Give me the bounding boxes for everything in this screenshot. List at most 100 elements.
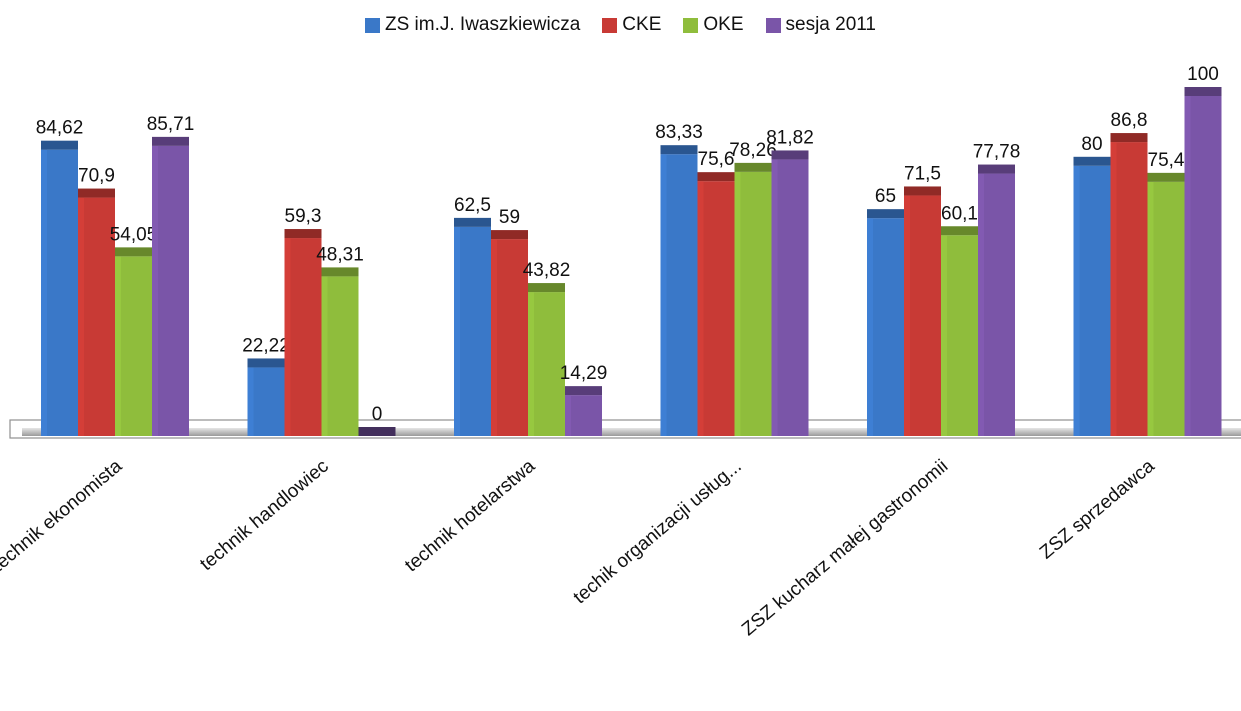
bar bbox=[978, 164, 1015, 437]
category-label: techik organizacji usług... bbox=[570, 456, 746, 609]
bar bbox=[771, 150, 809, 437]
bar-highlight bbox=[247, 367, 254, 436]
category-label: technik hotelarstwa bbox=[401, 455, 539, 576]
bar-cap bbox=[1184, 87, 1222, 96]
bar-cap bbox=[734, 162, 772, 172]
legend: ZS im.J. Iwaszkiewicza CKE OKE sesja 2011 bbox=[0, 10, 1241, 40]
data-label: 60,1 bbox=[941, 203, 978, 224]
bar-body bbox=[1110, 142, 1148, 436]
bar bbox=[941, 226, 978, 436]
category-label: ZSZ sprzedawca bbox=[1036, 455, 1159, 563]
bar-body bbox=[697, 181, 735, 436]
data-label: 48,31 bbox=[316, 244, 364, 265]
data-label: 59 bbox=[499, 207, 520, 228]
legend-item: OKE bbox=[683, 14, 744, 36]
data-label: 75,6 bbox=[698, 149, 735, 170]
bar bbox=[358, 427, 396, 436]
bar-highlight bbox=[491, 239, 497, 436]
bar bbox=[1110, 133, 1148, 436]
bar-body bbox=[734, 171, 772, 436]
bar-cap bbox=[491, 230, 528, 240]
bar-cap bbox=[321, 267, 359, 277]
bar bbox=[321, 267, 359, 436]
bar bbox=[78, 188, 115, 436]
bar-cap bbox=[284, 229, 322, 239]
legend-swatch bbox=[602, 17, 618, 33]
bar-cap bbox=[904, 186, 941, 196]
data-label: 22,22 bbox=[242, 335, 290, 356]
data-label: 65 bbox=[875, 186, 896, 207]
data-label: 71,5 bbox=[904, 163, 941, 184]
bar-body bbox=[978, 173, 1015, 437]
bar-body bbox=[321, 276, 359, 436]
data-label: 62,5 bbox=[454, 195, 491, 216]
bar-highlight bbox=[528, 292, 534, 436]
bar bbox=[734, 162, 772, 436]
bar-body bbox=[284, 238, 322, 436]
bar-highlight bbox=[454, 226, 460, 436]
bar-highlight bbox=[115, 256, 121, 436]
bar-cap bbox=[115, 247, 152, 257]
bar-cap bbox=[697, 172, 735, 182]
bar-cap bbox=[771, 150, 809, 160]
data-label: 14,29 bbox=[560, 363, 608, 384]
bar-highlight bbox=[152, 145, 158, 436]
bar bbox=[1184, 87, 1222, 436]
bar-cap bbox=[41, 140, 78, 150]
data-label: 59,3 bbox=[285, 206, 322, 227]
data-label: 85,71 bbox=[147, 114, 195, 135]
bar bbox=[115, 247, 152, 436]
data-label: 81,82 bbox=[766, 127, 814, 148]
data-label: 86,8 bbox=[1111, 110, 1148, 131]
bar-cap bbox=[152, 136, 189, 146]
bar-body bbox=[1147, 181, 1185, 436]
bar-cap bbox=[358, 427, 396, 436]
data-label: 0 bbox=[372, 404, 383, 425]
legend-label: OKE bbox=[703, 14, 744, 35]
data-label: 100 bbox=[1187, 64, 1219, 85]
bar-cap bbox=[454, 217, 491, 227]
bar-highlight bbox=[565, 395, 571, 436]
bar-cap bbox=[78, 188, 115, 198]
legend-label: ZS im.J. Iwaszkiewicza bbox=[384, 14, 581, 35]
bar-highlight bbox=[321, 276, 328, 436]
floor-shadow bbox=[22, 428, 1241, 436]
legend-label: sesja 2011 bbox=[785, 14, 877, 35]
data-label: 70,9 bbox=[78, 166, 115, 187]
bar-body bbox=[660, 154, 698, 437]
legend-swatch bbox=[765, 17, 781, 33]
legend-item: ZS im.J. Iwaszkiewicza bbox=[364, 14, 581, 36]
category-label: technik ekonomista bbox=[0, 455, 127, 576]
bar bbox=[152, 136, 189, 436]
bar-cap bbox=[1073, 156, 1111, 166]
bar-cap bbox=[867, 209, 904, 219]
bar-highlight bbox=[697, 181, 704, 436]
bar-body bbox=[771, 159, 809, 437]
bar-cap bbox=[941, 226, 978, 236]
bar-cap bbox=[528, 283, 565, 293]
bar-highlight bbox=[771, 159, 778, 437]
bar-body bbox=[115, 256, 152, 436]
bar-highlight bbox=[978, 173, 984, 437]
bar-highlight bbox=[78, 197, 84, 436]
bar-cap bbox=[1110, 133, 1148, 143]
legend-item: sesja 2011 bbox=[765, 14, 877, 36]
bar bbox=[904, 186, 941, 436]
bar-highlight bbox=[1110, 142, 1117, 436]
bar-body bbox=[41, 149, 78, 436]
bar-body bbox=[904, 195, 941, 436]
bar-body bbox=[1073, 165, 1111, 437]
bar-body bbox=[247, 367, 285, 436]
bar bbox=[454, 217, 491, 436]
legend-label: CKE bbox=[622, 14, 662, 35]
legend-swatch bbox=[683, 17, 699, 33]
data-label: 83,33 bbox=[655, 122, 703, 143]
bar-highlight bbox=[904, 195, 910, 436]
bar bbox=[284, 229, 322, 436]
bar-cap bbox=[565, 386, 602, 396]
data-label: 80 bbox=[1081, 134, 1102, 155]
bar bbox=[697, 172, 735, 436]
bar-body bbox=[528, 292, 565, 436]
data-label: 43,82 bbox=[523, 260, 571, 281]
